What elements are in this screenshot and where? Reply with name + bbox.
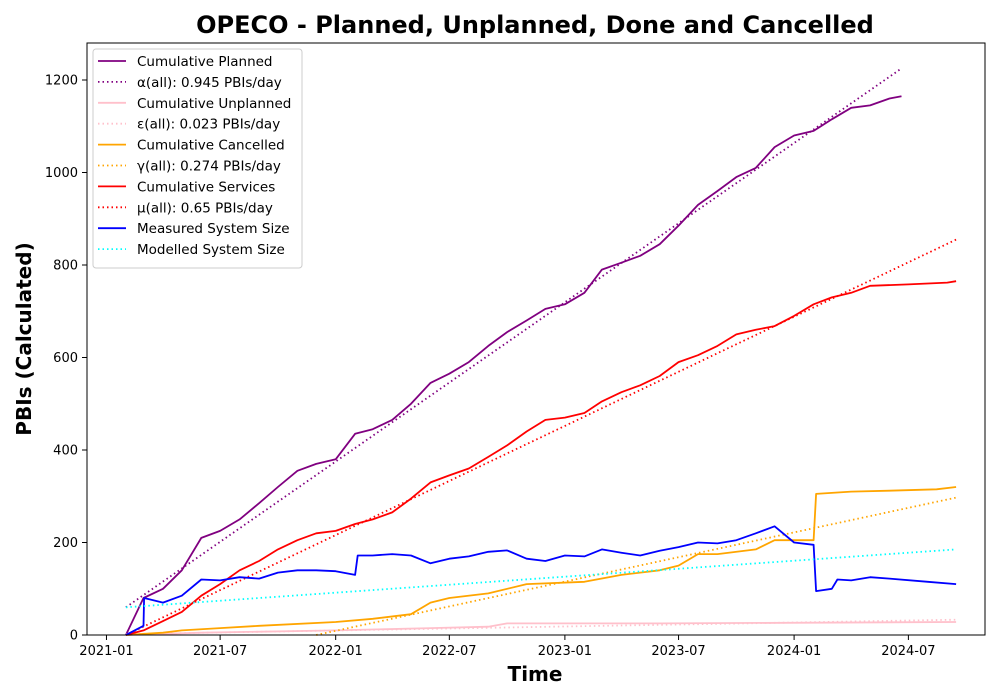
x-axis-label: Time [508, 662, 563, 686]
y-tick-label-6: 1200 [45, 74, 78, 89]
plot-frame [86, 42, 986, 636]
series-line-8 [125, 525, 957, 636]
series-layer [125, 67, 957, 636]
series-line-7 [125, 238, 957, 636]
series-line-5 [316, 496, 957, 636]
x-axis: 2021-01 2021-07 2022-01 2022-07 2023-01 2023-… [79, 635, 936, 659]
legend-label-3: ε(all): 0.023 PBIs/day [137, 117, 280, 133]
y-tick-label-2: 400 [53, 444, 78, 459]
y-axis: 0 200 400 600 800 1000 1200 [45, 74, 87, 644]
legend-label-2: Cumulative Unplanned [137, 96, 291, 112]
legend-label-9: Modelled System Size [137, 242, 285, 258]
x-tick-label-7: 2024-07 [881, 644, 935, 659]
legend-label-6: Cumulative Services [137, 179, 275, 195]
legend: Cumulative Planned α(all): 0.945 PBIs/day… [92, 48, 303, 269]
x-tick-label-5: 2023-07 [651, 644, 705, 659]
y-tick-label-4: 800 [53, 259, 78, 274]
y-tick-label-0: 0 [70, 629, 78, 644]
series-line-4 [125, 486, 957, 636]
series-line-6 [125, 280, 957, 636]
x-tick-label-4: 2023-01 [538, 644, 592, 659]
legend-label-7: μ(all): 0.65 PBIs/day [137, 200, 273, 216]
x-tick-label-0: 2021-01 [79, 644, 133, 659]
series-line-0 [125, 95, 902, 636]
legend-label-0: Cumulative Planned [137, 54, 273, 70]
legend-label-1: α(all): 0.945 PBIs/day [137, 75, 282, 91]
x-tick-label-2: 2022-01 [309, 644, 363, 659]
chart-title: OPECO - Planned, Unplanned, Done and Can… [196, 11, 874, 39]
y-tick-label-1: 200 [53, 536, 78, 551]
legend-label-4: Cumulative Cancelled [137, 138, 285, 154]
series-line-9 [125, 548, 957, 609]
x-tick-label-1: 2021-07 [193, 644, 247, 659]
y-axis-label: PBIs (Calculated) [12, 242, 36, 435]
series-line-2 [125, 621, 957, 636]
series-line-3 [125, 618, 957, 635]
x-tick-label-6: 2024-01 [767, 644, 821, 659]
x-tick-label-3: 2022-07 [422, 644, 476, 659]
legend-label-5: γ(all): 0.274 PBIs/day [137, 159, 281, 175]
y-tick-label-3: 600 [53, 351, 78, 366]
y-tick-label-5: 1000 [45, 166, 78, 181]
legend-label-8: Measured System Size [137, 221, 290, 237]
legend-box [92, 48, 303, 269]
